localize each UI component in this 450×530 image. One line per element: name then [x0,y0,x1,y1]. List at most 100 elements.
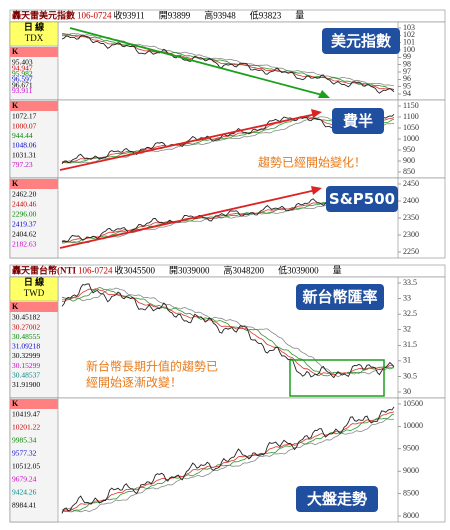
y-tick-label: 103 [403,23,415,32]
trend-arrow [59,113,317,171]
info-value: 96.597 [12,75,33,84]
header-volume: 量 [295,11,304,21]
y-tick-label: 95 [403,81,411,90]
y-tick-label: 1150 [403,101,419,110]
mode: 日 線 [24,21,44,32]
k-label: K [12,101,19,110]
k-box [10,179,58,189]
info-value: 30.48537 [12,370,40,379]
y-tick-label: 96 [403,74,411,83]
info-value: 96.671 [12,80,33,89]
y-tick-label: 30.5 [403,371,417,380]
info-value: 9679.24 [12,475,37,484]
y-tick-label: 101 [403,37,415,46]
header-name: 轟天雷美元指數 [12,10,76,21]
price-line [61,413,395,513]
y-tick-label: 30 [403,387,411,396]
y-tick-label: 1000 [403,134,419,143]
y-tick-label: 1050 [403,123,419,132]
y-tick-label: 10000 [403,421,423,430]
info-value: 2182.63 [12,240,37,249]
info-value: 30.32999 [12,351,40,360]
info-value: 9577.32 [12,449,37,458]
header-close: 收93911 [114,10,145,21]
info-value: 10512.05 [12,462,40,471]
info-value: 1000.07 [12,121,37,130]
info-value: 10201.22 [12,423,40,432]
y-tick-label: 2450 [403,179,419,188]
y-tick-label: 1100 [403,112,419,121]
trend-arrow [59,189,317,249]
info-value: 944.44 [12,131,33,140]
y-tick-label: 100 [403,45,415,54]
info-column [9,99,59,179]
arrow-head [311,109,322,118]
y-tick-label: 2400 [403,196,419,205]
price-line [61,288,395,376]
info-value: 2440.46 [12,200,37,209]
y-tick-label: 32 [403,325,411,334]
header-open: 開3039000 [169,266,210,276]
label-box [296,284,384,310]
panel-label: 美元指數 [331,32,391,50]
y-tick-label: 31.5 [403,340,417,349]
info-value: 31.09218 [12,342,40,351]
price-line [61,283,395,379]
info-value: 9985.34 [12,436,37,445]
info-value: 8984.41 [12,501,37,510]
k-label: K [12,179,19,188]
price-line [61,406,395,514]
y-tick-label: 97 [403,67,411,76]
y-tick-label: 9500 [403,444,419,453]
k-label: K [12,302,19,311]
annotation: 經開始逐漸改變！ [86,375,182,390]
y-tick-label: 33 [403,293,411,302]
y-tick-label: 9000 [403,466,419,475]
y-tick-label: 33.5 [403,278,417,287]
label-box [296,486,378,512]
annotation: 新台幣長期升值的趨勢已 [86,359,218,374]
panel-label: 大盤走勢 [307,490,367,508]
header-name: 轟天雷台幣(NTI [12,265,76,276]
label-box [322,28,400,54]
info-value: 30.45182 [12,313,40,322]
arrow-head [311,186,322,195]
y-tick-label: 850 [403,167,415,176]
code: TWD [24,288,45,298]
price-line [61,287,395,378]
highlight-box [289,359,385,397]
y-tick-label: 32.5 [403,309,417,318]
header-date: 106-0724 [77,11,112,21]
k-box [10,399,58,409]
mode-box [9,21,59,47]
info-value: 30.27002 [12,322,40,331]
header-low: 低93823 [250,10,282,21]
y-tick-label: 2250 [403,247,419,256]
info-value: 95.982 [12,69,33,78]
info-value: 95.403 [12,58,33,67]
panel-label: 新台幣匯率 [302,288,377,306]
y-tick-label: 98 [403,59,411,68]
info-value: 2462.20 [12,190,37,199]
y-tick-label: 102 [403,30,415,39]
panel-label: S&P500 [329,190,395,208]
info-value: 30.48555 [12,332,40,341]
label-box [332,108,384,134]
info-value: 2419.37 [12,220,37,229]
price-line [61,34,395,91]
header-high: 高3048200 [224,265,265,276]
info-value: 2404.62 [12,230,37,239]
header-date: 106-0724 [78,266,113,276]
mode: 日 線 [24,276,44,287]
info-value: 1031.31 [12,150,37,159]
y-tick-label: 8000 [403,511,419,520]
y-tick-label: 31 [403,356,411,365]
info-value: 9424.26 [12,488,37,497]
info-column [9,177,59,259]
info-value: 797.23 [12,160,33,169]
annotation: 趨勢已經開始變化！ [258,155,366,170]
info-value: 10419.47 [12,410,40,419]
k-label: K [12,47,19,56]
header-open: 開93899 [159,11,191,21]
